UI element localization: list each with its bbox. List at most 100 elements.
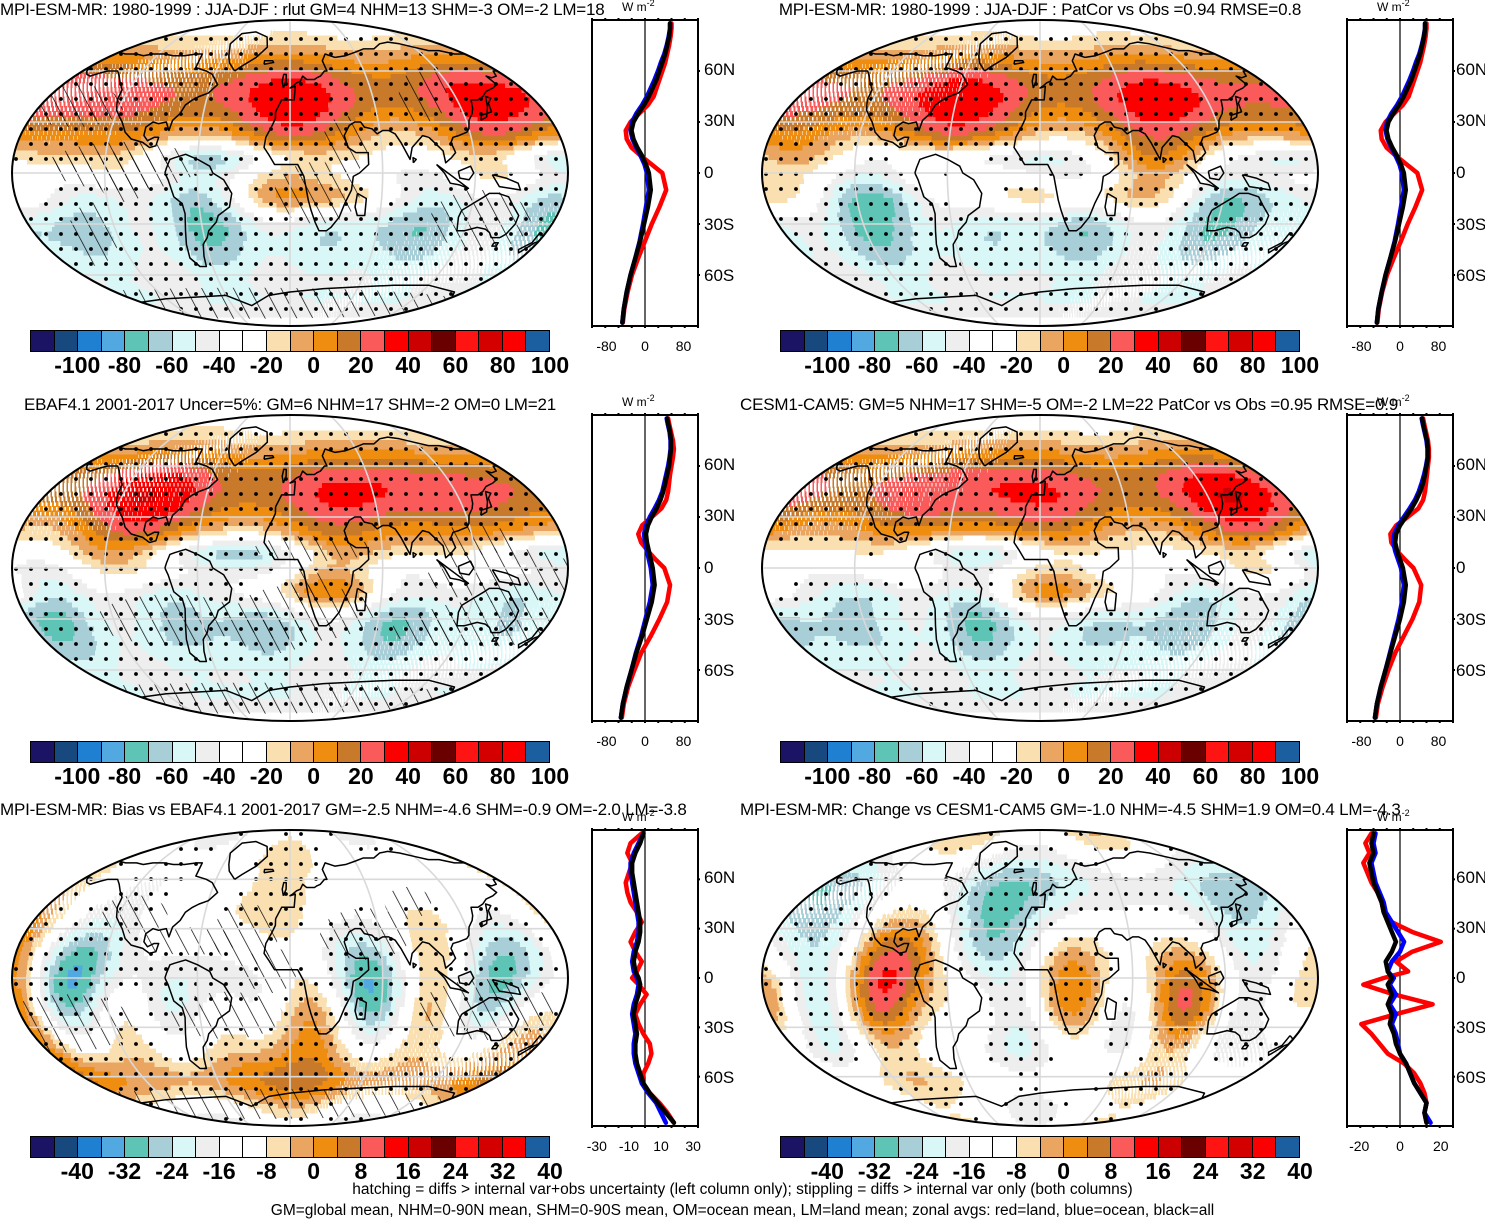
- colorbar-swatch: [1158, 1137, 1183, 1157]
- colorbar-swatch: [54, 331, 79, 351]
- colorbar-swatch: [384, 1137, 409, 1157]
- zonal-tick-label: 80: [676, 338, 692, 354]
- colorbar-swatch: [922, 331, 947, 351]
- zonal-curve-land: [623, 831, 677, 1125]
- colorbar-swatch: [875, 742, 899, 762]
- colorbar-tick-label: -20: [1000, 352, 1033, 379]
- latitude-axis-labels: 60N 30N 0 30S 60S: [1452, 828, 1485, 1128]
- zonal-tick-label: -80: [1351, 733, 1371, 749]
- colorbar-tick-label: 16: [395, 1158, 421, 1185]
- colorbar-swatch: [408, 742, 433, 762]
- colorbar-swatch: [1158, 742, 1183, 762]
- map-plot: [11, 829, 569, 1127]
- latitude-tick-label: 0: [1456, 163, 1465, 183]
- colorbar-swatch: [432, 742, 456, 762]
- latitude-tick-label: 60S: [704, 661, 734, 681]
- colorbar-swatch: [1111, 1137, 1135, 1157]
- latitude-tick-label: 30N: [1456, 918, 1485, 938]
- zonal-tick-label: 0: [1396, 1138, 1404, 1154]
- latitude-tick-label: 30S: [1456, 215, 1485, 235]
- colorbar-swatch: [1182, 1137, 1206, 1157]
- zonal-average-panel: [590, 828, 700, 1128]
- colorbar-tick-label: 0: [1057, 763, 1070, 790]
- colorbar-tick-label: -20: [250, 763, 283, 790]
- colorbar-swatch: [78, 1137, 102, 1157]
- colorbar-swatch: [875, 331, 899, 351]
- colorbar-tick-label: -24: [905, 1158, 938, 1185]
- colorbar-swatch: [125, 331, 149, 351]
- colorbar-swatch: [196, 1137, 220, 1157]
- colorbar-swatch: [946, 1137, 970, 1157]
- colorbar-swatch: [78, 742, 102, 762]
- colorbar-tick-label: -20: [1000, 763, 1033, 790]
- zonal-curve-all: [1367, 831, 1429, 1125]
- colorbar-swatch: [78, 331, 102, 351]
- zonal-average-panel: [1345, 828, 1455, 1128]
- map-plot: [11, 19, 569, 327]
- colorbar-tick-label: -16: [952, 1158, 985, 1185]
- colorbar-swatch: [361, 1137, 385, 1157]
- colorbar-swatch: [243, 1137, 267, 1157]
- zonal-tick-label: -20: [1349, 1138, 1369, 1154]
- units-text: W m: [1377, 395, 1402, 409]
- units-exponent: -2: [647, 0, 655, 8]
- colorbar-swatch: [781, 1137, 805, 1157]
- panel-title: MPI-ESM-MR: Bias vs EBAF4.1 2001-2017 GM…: [0, 800, 687, 820]
- zonal-curve-all: [629, 831, 677, 1125]
- colorbar-tick-label: 20: [348, 763, 374, 790]
- zonal-curve-all: [618, 416, 674, 720]
- units-text: W m: [622, 810, 647, 824]
- colorbar-swatch: [54, 1137, 79, 1157]
- zonal-tick-label: -30: [587, 1138, 607, 1154]
- colorbar: -100 -80 -60 -40 -20 0 20 40 60 80 100: [30, 741, 569, 793]
- colorbar-tick-label: 100: [531, 763, 569, 790]
- colorbar-swatch: [1111, 331, 1135, 351]
- colorbar-tick-labels: -100 -80 -60 -40 -20 0 20 40 60 80 100: [780, 763, 1319, 793]
- colorbar-swatch: [1016, 742, 1041, 762]
- zonal-tick-label: 30: [685, 1138, 701, 1154]
- latitude-axis-labels: 60N 30N 0 30S 60S: [700, 413, 760, 723]
- colorbar-swatch: [290, 742, 315, 762]
- colorbar-tick-label: 100: [531, 352, 569, 379]
- latitude-axis-labels: 60N 30N 0 30S 60S: [1452, 18, 1485, 328]
- colorbar-swatch: [148, 1137, 173, 1157]
- units-text: W m: [1377, 810, 1402, 824]
- panel-title: MPI-ESM-MR: Change vs CESM1-CAM5 GM=-1.0…: [740, 800, 1401, 820]
- colorbar-swatch: [1064, 331, 1088, 351]
- colorbar-swatch: [526, 1137, 550, 1157]
- colorbar-swatch: [172, 1137, 197, 1157]
- map-plot: [761, 414, 1319, 722]
- zonal-units-label: W m-2: [622, 393, 655, 409]
- colorbar-tick-label: 20: [1098, 763, 1124, 790]
- colorbar-swatch: [266, 742, 291, 762]
- colorbar-tick-label: -80: [858, 352, 891, 379]
- colorbar-swatch: [290, 1137, 315, 1157]
- latitude-tick-label: 30S: [704, 610, 734, 630]
- zonal-average-plot: [591, 18, 700, 328]
- colorbar-swatch: [851, 1137, 876, 1157]
- colorbar-swatch: [54, 742, 79, 762]
- colorbar-tick-label: 0: [307, 1158, 320, 1185]
- zonal-curve-all: [1372, 416, 1431, 720]
- latitude-tick-label: 60S: [704, 1068, 734, 1088]
- colorbar-swatch: [1252, 331, 1277, 351]
- units-exponent: -2: [1402, 0, 1410, 8]
- colorbar-tick-labels: -100 -80 -60 -40 -20 0 20 40 60 80 100: [780, 352, 1319, 382]
- colorbar-swatch: [1087, 742, 1112, 762]
- zonal-average-panel: [590, 18, 700, 328]
- latitude-tick-label: 0: [1456, 558, 1465, 578]
- latitude-tick-label: 60N: [704, 868, 735, 888]
- colorbar-tick-label: -40: [202, 352, 235, 379]
- latitude-tick-label: 60S: [704, 266, 734, 286]
- colorbar-swatch: [1252, 742, 1277, 762]
- zonal-tick-label: 0: [641, 733, 649, 749]
- zonal-tick-label: -10: [619, 1138, 639, 1154]
- colorbar-tick-label: -100: [54, 352, 100, 379]
- panel-title: MPI-ESM-MR: 1980-1999 : JJA-DJF : PatCor…: [740, 0, 1340, 20]
- colorbar-tick-label: 8: [355, 1158, 368, 1185]
- map-plot: [761, 19, 1319, 327]
- latitude-tick-label: 30N: [1456, 111, 1485, 131]
- colorbar-swatch: [337, 742, 362, 762]
- colorbar-tick-label: -16: [202, 1158, 235, 1185]
- colorbar-swatch: [993, 1137, 1017, 1157]
